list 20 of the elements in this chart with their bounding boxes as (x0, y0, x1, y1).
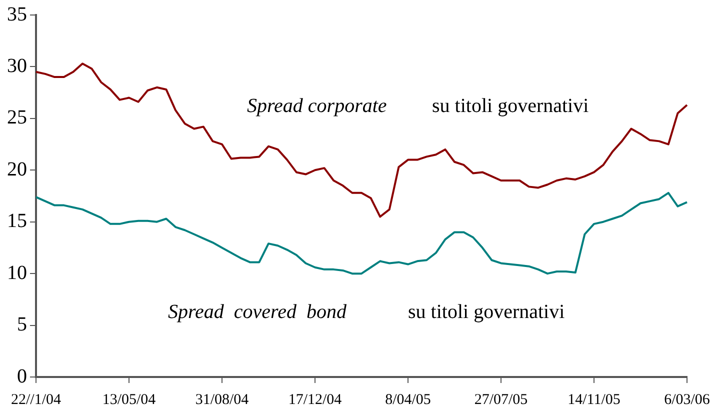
y-tick-label: 30 (7, 54, 27, 77)
x-tick-label: 14/11/05 (568, 392, 620, 408)
y-tick-label: 0 (17, 365, 27, 388)
x-tick-label: 8/04/05 (385, 392, 431, 408)
y-tick-label: 10 (7, 262, 27, 284)
y-tick-label: 35 (7, 3, 27, 26)
y-tick-label: 20 (7, 158, 27, 180)
annotation: su titoli governativi (432, 95, 590, 117)
x-tick-label: 13/05/04 (102, 392, 156, 408)
y-tick-label: 15 (7, 210, 27, 232)
annotation: Spread covered bond (168, 301, 348, 323)
y-tick-label: 25 (7, 106, 27, 129)
annotation: su titoli governativi (408, 301, 566, 323)
x-tick-label: 27/07/05 (474, 392, 528, 408)
x-tick-label: 17/12/04 (288, 392, 342, 408)
x-tick-label: 31/08/04 (195, 392, 250, 408)
annotation: Spread corporate (247, 95, 387, 117)
x-tick-label: 6/03/06 (664, 392, 710, 408)
y-tick-label: 5 (17, 314, 27, 336)
x-tick-label: 22//1/04 (10, 392, 62, 408)
